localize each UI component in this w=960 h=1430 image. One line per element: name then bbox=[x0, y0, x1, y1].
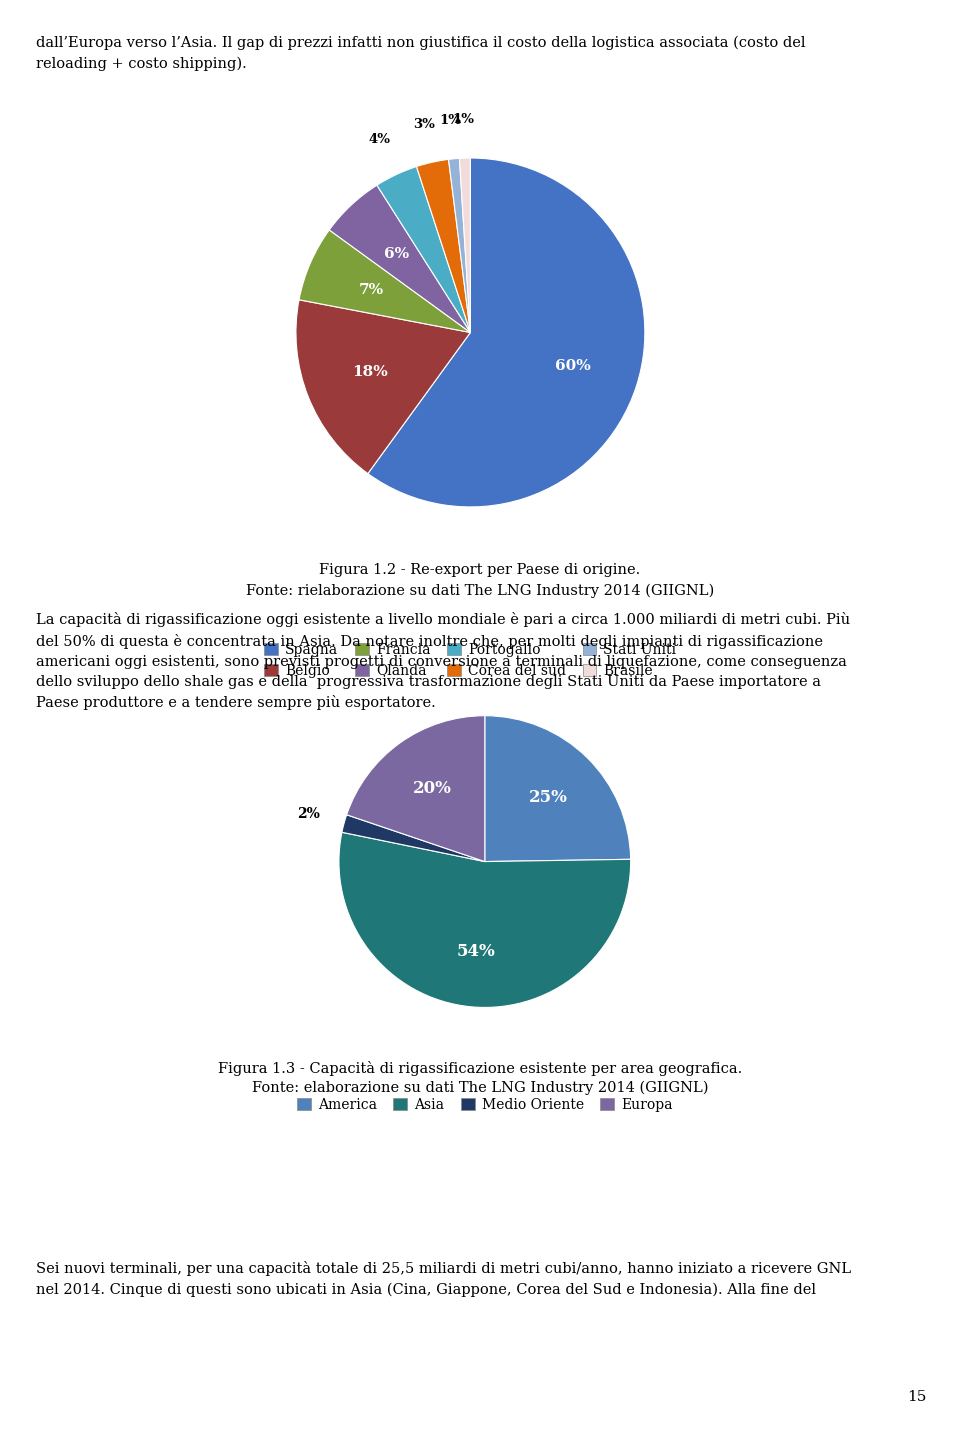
Legend: Spagna, Belgio, Francia, Olanda, Portogallo, Corea del sud, Stati Uniti, Brasile: Spagna, Belgio, Francia, Olanda, Portoga… bbox=[259, 638, 682, 684]
Text: Figura 1.3 - Capacità di rigassificazione esistente per area geografica.: Figura 1.3 - Capacità di rigassificazion… bbox=[218, 1061, 742, 1075]
Wedge shape bbox=[339, 832, 631, 1007]
Text: 1%: 1% bbox=[440, 114, 462, 127]
Text: 25%: 25% bbox=[529, 788, 567, 805]
Wedge shape bbox=[296, 300, 470, 473]
Legend: America, Asia, Medio Oriente, Europa: America, Asia, Medio Oriente, Europa bbox=[291, 1093, 679, 1117]
Text: 20%: 20% bbox=[413, 779, 451, 797]
Text: 3%: 3% bbox=[413, 119, 435, 132]
Text: Sei nuovi terminali, per una capacità totale di 25,5 miliardi di metri cubi/anno: Sei nuovi terminali, per una capacità to… bbox=[36, 1261, 852, 1297]
Text: 4%: 4% bbox=[369, 133, 391, 146]
Text: Figura 1.2 - Re-export per Paese di origine.: Figura 1.2 - Re-export per Paese di orig… bbox=[320, 563, 640, 578]
Wedge shape bbox=[417, 159, 470, 333]
Text: 18%: 18% bbox=[352, 365, 388, 379]
Text: 54%: 54% bbox=[457, 944, 495, 960]
Wedge shape bbox=[377, 166, 470, 333]
Text: 2%: 2% bbox=[298, 807, 321, 821]
Wedge shape bbox=[368, 159, 645, 506]
Text: 60%: 60% bbox=[556, 359, 591, 373]
Wedge shape bbox=[347, 715, 485, 861]
Text: Fonte: rielaborazione su dati The LNG Industry 2014 (GIIGNL): Fonte: rielaborazione su dati The LNG In… bbox=[246, 583, 714, 598]
Text: Fonte: elaborazione su dati The LNG Industry 2014 (GIIGNL): Fonte: elaborazione su dati The LNG Indu… bbox=[252, 1081, 708, 1095]
Text: 6%: 6% bbox=[384, 246, 409, 260]
Text: dall’Europa verso l’Asia. Il gap di prezzi infatti non giustifica il costo della: dall’Europa verso l’Asia. Il gap di prez… bbox=[36, 36, 806, 72]
Wedge shape bbox=[329, 184, 470, 333]
Wedge shape bbox=[460, 159, 470, 333]
Text: 7%: 7% bbox=[359, 283, 384, 296]
Text: La capacità di rigassificazione oggi esistente a livello mondiale è pari a circa: La capacità di rigassificazione oggi esi… bbox=[36, 612, 851, 711]
Wedge shape bbox=[448, 159, 470, 333]
Wedge shape bbox=[342, 815, 485, 861]
Wedge shape bbox=[299, 230, 470, 333]
Wedge shape bbox=[485, 715, 631, 861]
Text: 15: 15 bbox=[907, 1390, 926, 1404]
Text: 1%: 1% bbox=[453, 113, 474, 126]
